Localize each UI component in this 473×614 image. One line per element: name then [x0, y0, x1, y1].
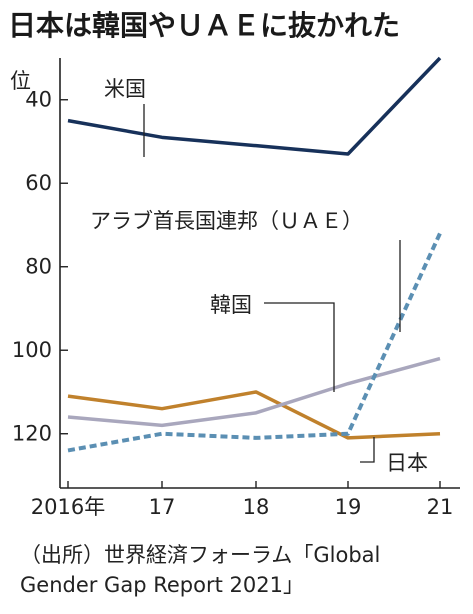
series-label-1: アラブ首長国連邦（ＵＡＥ）	[90, 209, 363, 233]
x-tick-label: 2016年	[31, 495, 105, 519]
chart-title: 日本は韓国やＵＡＥに抜かれた	[8, 9, 401, 42]
series-line-2	[67, 356, 441, 428]
y-tick-label: 120	[12, 422, 52, 446]
x-tick-label: 18	[243, 495, 270, 519]
line-chart: 位40 60 80 100 120 2016年 17 18 19 21 米国アラブ首長国連邦（ＵＡＥ…	[10, 56, 460, 519]
series-label-2: 韓国	[210, 293, 252, 317]
leader-line-3	[360, 437, 375, 463]
leader-line-2	[264, 302, 335, 392]
y-tick-label: 40	[25, 88, 52, 112]
series-line-3	[67, 390, 441, 440]
y-tick-label: 60	[25, 171, 52, 195]
x-tick-label: 21	[427, 495, 454, 519]
series-line-1	[67, 232, 442, 453]
source-note: （出所）世界経済フォーラム「Global Gender Gap Report 2…	[20, 540, 380, 600]
y-unit-label: 位	[10, 69, 31, 93]
series-line-0	[67, 56, 442, 156]
series-label-3: 日本	[386, 451, 428, 475]
y-tick-label: 80	[25, 255, 52, 279]
x-tick-label: 19	[335, 495, 362, 519]
source-line-1: （出所）世界経済フォーラム「Global	[20, 543, 381, 567]
source-line-2: Gender Gap Report 2021」	[20, 573, 304, 597]
x-tick-label: 17	[149, 495, 176, 519]
y-tick-label: 100	[12, 338, 52, 362]
series-label-0: 米国	[104, 77, 146, 101]
